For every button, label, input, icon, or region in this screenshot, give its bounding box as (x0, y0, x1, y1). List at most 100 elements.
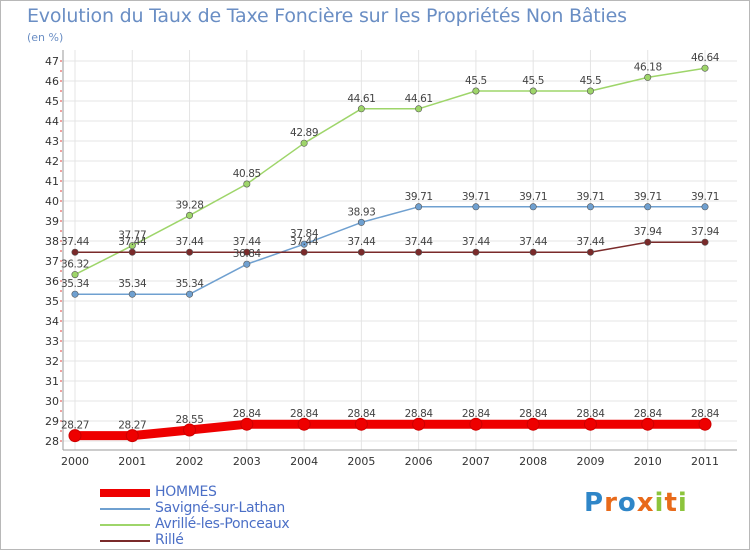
data-point (644, 73, 652, 81)
data-label: 39.71 (576, 191, 604, 203)
y-tick-label: 32 (45, 355, 59, 368)
y-tick-label: 34 (45, 315, 59, 328)
y-tick-label: 42 (45, 155, 59, 168)
data-point (701, 238, 709, 246)
data-label: 35.34 (61, 278, 90, 290)
data-point (243, 248, 251, 256)
data-point (357, 105, 365, 113)
y-tick-label: 39 (45, 215, 59, 228)
data-point (186, 290, 194, 298)
data-label: 28.27 (61, 420, 89, 432)
data-label: 39.71 (634, 191, 662, 203)
y-tick-label: 33 (45, 335, 59, 348)
y-tick-label: 40 (45, 195, 59, 208)
series-line-2 (74, 206, 706, 295)
data-label: 37.94 (691, 226, 720, 238)
legend-swatch (100, 540, 150, 542)
data-point (300, 248, 308, 256)
data-label: 36.32 (61, 259, 89, 271)
data-point (183, 423, 197, 437)
data-label: 42.89 (290, 127, 318, 139)
data-label: 28.84 (691, 408, 720, 420)
data-point (297, 417, 311, 431)
data-label: 35.34 (176, 278, 205, 290)
data-label: 37.44 (233, 236, 262, 248)
data-point (469, 417, 483, 431)
x-tick-label: 2011 (691, 455, 719, 468)
data-point (586, 87, 594, 95)
data-point (701, 203, 709, 211)
data-point (415, 203, 423, 211)
legend-label: Savigné-sur-Lathan (155, 500, 285, 516)
data-label: 44.61 (405, 93, 433, 105)
data-point (243, 180, 251, 188)
data-label: 46.64 (691, 52, 720, 64)
data-label: 37.84 (290, 228, 319, 240)
y-tick-label: 28 (45, 435, 59, 448)
data-point (472, 87, 480, 95)
legend-label: HOMMES (155, 484, 217, 500)
data-point (641, 417, 655, 431)
data-label: 44.61 (347, 93, 375, 105)
data-label: 45.5 (465, 75, 487, 87)
y-tick-label: 44 (45, 115, 59, 128)
x-tick-label: 2007 (462, 455, 490, 468)
y-tick-label: 43 (45, 135, 59, 148)
chart-title: Evolution du Taux de Taxe Foncière sur l… (27, 5, 627, 27)
y-tick-label: 37 (45, 255, 59, 268)
data-label: 37.44 (347, 236, 376, 248)
data-point (472, 248, 480, 256)
data-label: 37.94 (634, 226, 663, 238)
logo-letter: t (664, 488, 678, 518)
data-label: 28.84 (290, 408, 319, 420)
logo-letter: P (584, 488, 605, 518)
data-point (357, 218, 365, 226)
data-point (526, 417, 540, 431)
data-point (300, 139, 308, 147)
data-point (128, 290, 136, 298)
data-label: 37.44 (462, 236, 491, 248)
series-line-1 (70, 419, 710, 441)
data-point (71, 248, 79, 256)
data-point (586, 248, 594, 256)
series-line-3 (74, 67, 706, 276)
data-point (128, 248, 136, 256)
data-label: 37.44 (61, 236, 90, 248)
logo-letter: i (654, 488, 665, 518)
data-point (644, 238, 652, 246)
x-tick-label: 2003 (233, 455, 261, 468)
data-label: 37.44 (176, 236, 205, 248)
y-tick-label: 38 (45, 235, 59, 248)
y-tick-label: 45 (45, 95, 59, 108)
data-point (415, 248, 423, 256)
legend-label: Rillé (155, 532, 184, 548)
y-tick-label: 46 (45, 75, 59, 88)
data-point (71, 290, 79, 298)
x-tick-label: 2010 (634, 455, 662, 468)
data-label: 40.85 (233, 168, 261, 180)
data-point (186, 211, 194, 219)
x-tick-label: 2000 (61, 455, 89, 468)
data-label: 37.44 (118, 236, 147, 248)
data-point (586, 203, 594, 211)
data-point (125, 429, 139, 443)
data-label: 28.84 (519, 408, 548, 420)
legend-swatch (100, 489, 150, 497)
data-label: 28.84 (233, 408, 262, 420)
data-point (357, 248, 365, 256)
data-point (472, 203, 480, 211)
y-tick-label: 35 (45, 295, 59, 308)
data-point (71, 271, 79, 279)
data-label: 39.71 (691, 191, 719, 203)
y-tick-label: 31 (45, 375, 59, 388)
data-label: 39.71 (462, 191, 490, 203)
data-label: 28.84 (634, 408, 663, 420)
x-tick-label: 2005 (347, 455, 375, 468)
data-point (186, 248, 194, 256)
data-point (240, 417, 254, 431)
data-label: 37.44 (576, 236, 605, 248)
logo-letter: i (677, 488, 688, 518)
series-line-4 (74, 241, 706, 253)
data-label: 45.5 (580, 75, 602, 87)
data-point (701, 64, 709, 72)
